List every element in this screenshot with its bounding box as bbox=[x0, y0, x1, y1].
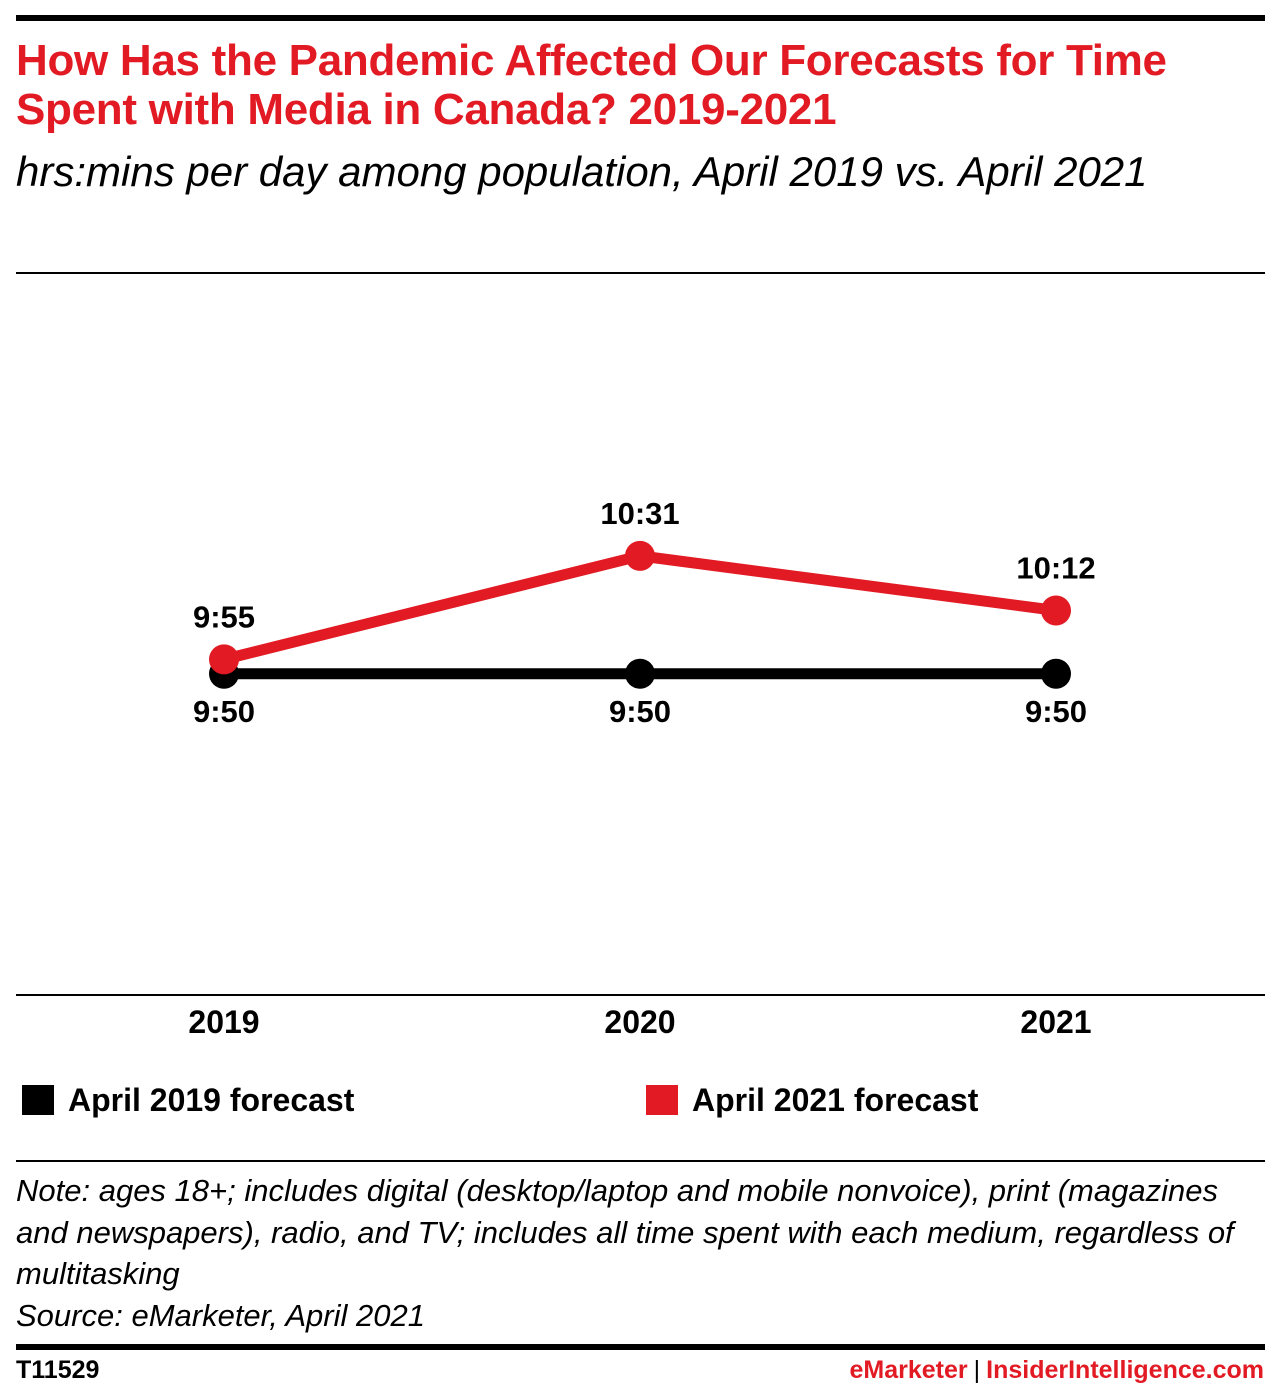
x-tick-label-2020: 2020 bbox=[604, 1004, 675, 1040]
legend-swatch-black bbox=[22, 1085, 54, 1115]
legend-swatch-red bbox=[646, 1085, 678, 1115]
brand-emarketer[interactable]: eMarketer bbox=[849, 1356, 968, 1384]
chart-id: T11529 bbox=[16, 1356, 100, 1384]
data-label-april-2019-forecast-2019: 9:50 bbox=[193, 694, 255, 729]
header-divider bbox=[16, 272, 1265, 274]
data-label-april-2019-forecast-2020: 9:50 bbox=[609, 694, 671, 729]
data-point-april-2021-forecast-2019 bbox=[209, 644, 239, 675]
brand-separator: | bbox=[973, 1356, 981, 1384]
series-line-april-2021-forecast bbox=[218, 550, 1062, 665]
chart-subtitle: hrs:mins per day among population, April… bbox=[16, 148, 1148, 195]
chart-note-block: Note: ages 18+; includes digital (deskto… bbox=[16, 1170, 1266, 1336]
brand-insider-intelligence-link[interactable]: InsiderIntelligence.com bbox=[986, 1356, 1264, 1384]
data-label-april-2021-forecast-2019: 9:55 bbox=[193, 599, 255, 634]
data-point-april-2021-forecast-2020 bbox=[625, 540, 655, 571]
chart-source: Source: eMarketer, April 2021 bbox=[16, 1297, 425, 1333]
data-label-april-2021-forecast-2020: 10:31 bbox=[600, 496, 679, 531]
x-axis-line bbox=[16, 994, 1265, 996]
data-label-april-2019-forecast-2021: 9:50 bbox=[1025, 694, 1087, 729]
legend-label: April 2021 forecast bbox=[692, 1081, 979, 1118]
brand-credit: eMarketer | InsiderIntelligence.com bbox=[850, 1356, 1265, 1385]
x-tick-label-2021: 2021 bbox=[1020, 1004, 1091, 1040]
data-label-april-2021-forecast-2021: 10:12 bbox=[1016, 551, 1095, 586]
legend-item-april-2019-forecast: April 2019 forecast bbox=[22, 1080, 354, 1120]
data-point-april-2019-forecast-2021 bbox=[1041, 658, 1071, 689]
x-tick-label-2019: 2019 bbox=[188, 1004, 259, 1040]
legend-label: April 2019 forecast bbox=[68, 1081, 355, 1118]
bottom-rule bbox=[16, 1344, 1265, 1350]
footer-divider bbox=[16, 1160, 1265, 1162]
chart-note: Note: ages 18+; includes digital (deskto… bbox=[16, 1173, 1234, 1291]
top-rule bbox=[16, 15, 1265, 21]
data-point-april-2019-forecast-2020 bbox=[625, 658, 655, 689]
data-point-april-2021-forecast-2021 bbox=[1041, 595, 1071, 626]
legend-item-april-2021-forecast: April 2021 forecast bbox=[646, 1080, 978, 1120]
chart-title: How Has the Pandemic Affected Our Foreca… bbox=[16, 36, 1167, 134]
